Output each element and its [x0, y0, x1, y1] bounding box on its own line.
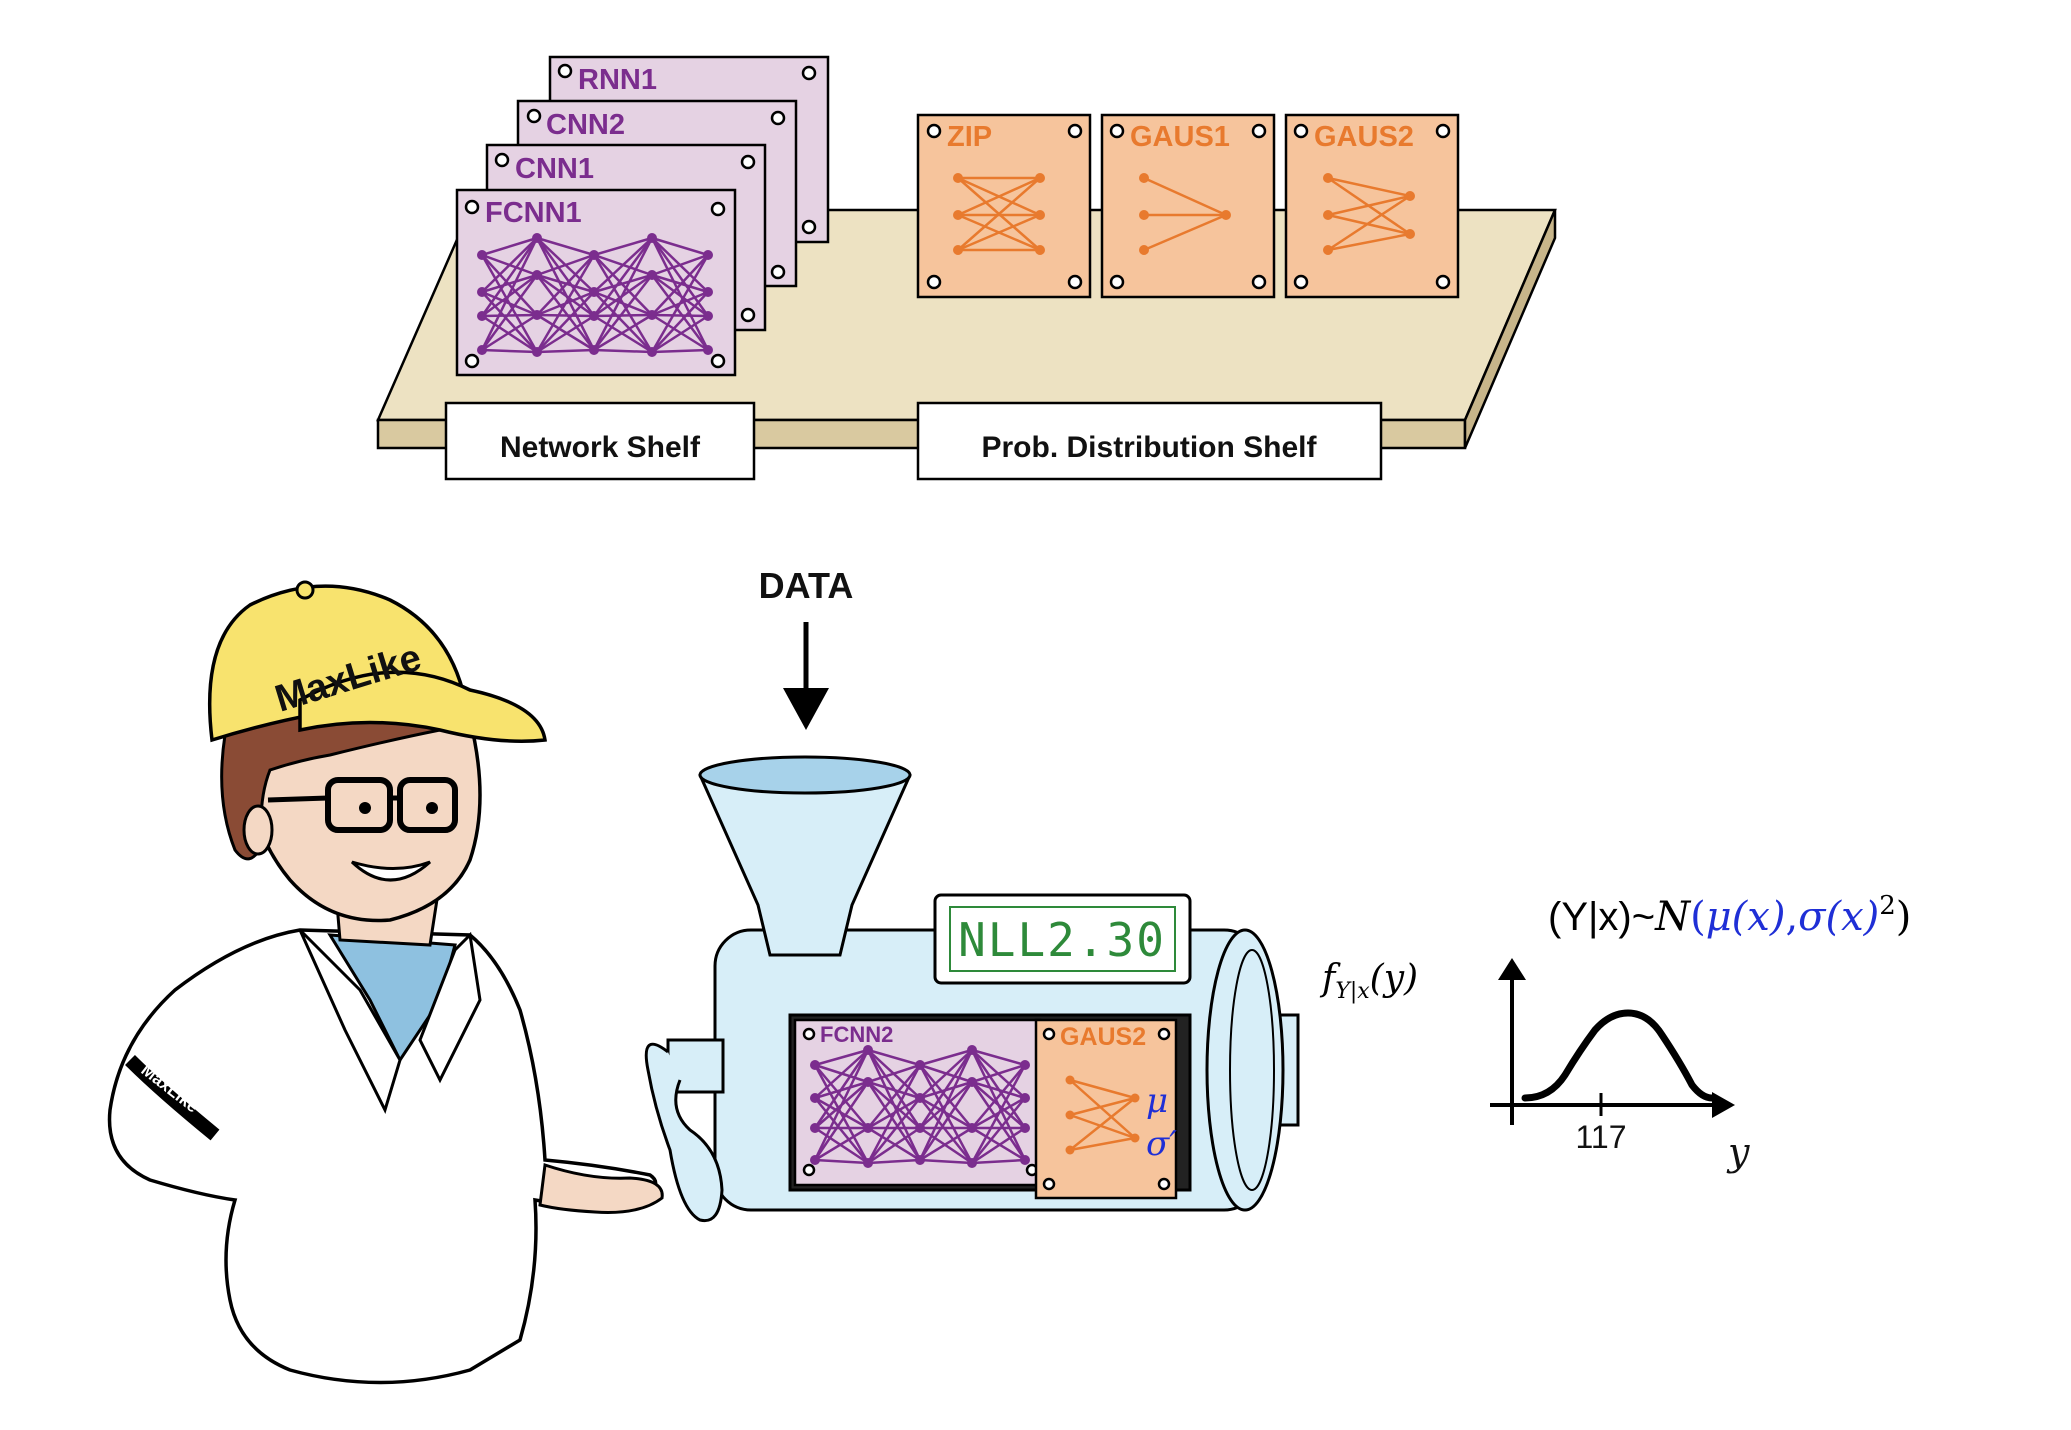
installed-distribution-label: GAUS2 — [1060, 1023, 1146, 1051]
plot-ylabel: fY|x(y) — [1319, 958, 1418, 1004]
distribution-card-zip[interactable]: ZIP — [916, 113, 1092, 299]
distribution-card-gaus1[interactable]: GAUS1 — [1100, 113, 1276, 299]
distribution-card-gaus2[interactable]: GAUS2 — [1284, 113, 1460, 299]
cap-brim — [298, 670, 547, 743]
nll-display — [933, 893, 1192, 985]
formula-sigma: σ(x) — [1798, 894, 1879, 940]
crank-handle[interactable] — [644, 1042, 724, 1223]
density-plot: fY|x(y) 117 y — [1319, 958, 1750, 1174]
network-shelf-sign: Network Shelf — [444, 401, 756, 481]
installed-distribution-card[interactable]: GAUS2 μ σ′ — [1034, 1018, 1178, 1200]
installed-network-label: FCNN2 — [820, 1022, 893, 1047]
network-card-label: CNN2 — [546, 109, 625, 141]
distribution-graph-icon — [1323, 173, 1415, 255]
distribution-shelf-sign: Prob. Distribution Shelf — [916, 401, 1383, 481]
formula-power: 2 — [1879, 891, 1896, 921]
distribution-cards: ZIP GAUS1 GAUS2 — [916, 113, 1460, 299]
distribution-shelf-label: Prob. Distribution Shelf — [982, 431, 1318, 464]
output-mu: μ — [1146, 1081, 1168, 1121]
distribution-card-label: GAUS1 — [1130, 121, 1230, 153]
network-card-label: FCNN1 — [485, 197, 582, 229]
lab-coat — [107, 928, 658, 1385]
network-graph-icon — [810, 1045, 1030, 1168]
plot-xlabel: y — [1726, 1130, 1750, 1174]
formula-dist: N — [1654, 894, 1692, 940]
distribution-card-label: GAUS2 — [1314, 121, 1414, 153]
scientist-character: MaxLike MaxLike — [107, 580, 664, 1385]
hand — [538, 1162, 664, 1214]
distribution-card-label: ZIP — [947, 121, 992, 153]
output-sigma: σ′ — [1146, 1124, 1177, 1164]
network-card-stack: RNN1 CNN2 CNN1 FCNN1 — [455, 55, 830, 377]
network-graph-icon — [477, 233, 713, 357]
network-card-label: RNN1 — [578, 64, 657, 96]
nll-display-value: NLL2.30 — [958, 913, 1166, 967]
network-card-label: CNN1 — [515, 153, 594, 185]
distribution-formula: (Y|x)~N(μ(x),σ(x)2) — [1548, 891, 1911, 940]
machine: NLL2.30 FCNN2 GAUS2 μ σ′ — [644, 755, 1300, 1223]
shirt — [327, 933, 457, 1063]
network-card-fcnn1[interactable]: FCNN1 — [455, 188, 756, 377]
data-input: DATA — [759, 565, 854, 730]
hopper-opening — [698, 755, 912, 795]
distribution-graph-icon — [1065, 1075, 1140, 1155]
smile — [350, 860, 432, 882]
installed-network-card[interactable]: FCNN2 — [793, 1018, 1042, 1187]
glasses-icon — [267, 777, 458, 833]
sleeve-band — [125, 1055, 220, 1141]
plot-tick-label: 117 — [1575, 1119, 1626, 1155]
distribution-graph-icon — [1139, 173, 1231, 255]
formula-prefix: (Y|x)~ — [1548, 895, 1655, 939]
network-shelf-label: Network Shelf — [500, 431, 701, 464]
formula-comma: , — [1785, 894, 1798, 940]
formula-open: ( — [1690, 894, 1706, 940]
data-label: DATA — [759, 565, 854, 606]
distribution-graph-icon — [953, 173, 1045, 255]
density-curve — [1521, 1009, 1716, 1102]
data-arrow-head-icon — [783, 688, 829, 730]
machine-end-cap — [1205, 928, 1285, 1212]
shelf-side — [1463, 209, 1557, 449]
formula-mu: μ(x) — [1706, 894, 1786, 940]
formula-close: ) — [1896, 894, 1912, 940]
